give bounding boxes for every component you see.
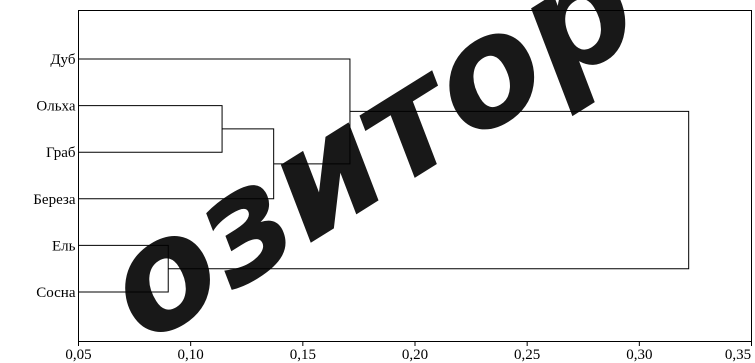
x-tick-label-6: 0,35 xyxy=(725,347,751,363)
leaf-label-5: Сосна xyxy=(36,285,76,301)
x-tick-label-4: 0,25 xyxy=(514,347,540,363)
leaf-label-1: Ольха xyxy=(36,99,75,115)
x-tick-label-5: 0,30 xyxy=(626,347,652,363)
x-axis-ticks: 0,05 0,10 0,15 0,20 0,25 0,30 0,35 xyxy=(65,341,752,363)
merge-link-1 xyxy=(78,244,169,293)
x-tick-label-0: 0,05 xyxy=(65,347,91,363)
x-tick-label-3: 0,20 xyxy=(402,347,428,363)
dendrogram-links xyxy=(78,58,690,293)
x-tick-label-1: 0,10 xyxy=(178,347,204,363)
leaf-label-2: Граб xyxy=(46,145,76,161)
merge-link-0 xyxy=(78,105,223,153)
merge-link-3 xyxy=(78,58,351,165)
leaf-label-3: Береза xyxy=(33,192,76,208)
merge-link-4 xyxy=(168,110,690,270)
leaf-labels: Дуб Ольха Граб Береза Ель Сосна xyxy=(33,52,76,301)
x-tick-label-2: 0,15 xyxy=(290,347,316,363)
leaf-label-4: Ель xyxy=(52,238,76,254)
watermark: озитор xyxy=(72,0,667,363)
leaf-label-0: Дуб xyxy=(50,52,76,68)
